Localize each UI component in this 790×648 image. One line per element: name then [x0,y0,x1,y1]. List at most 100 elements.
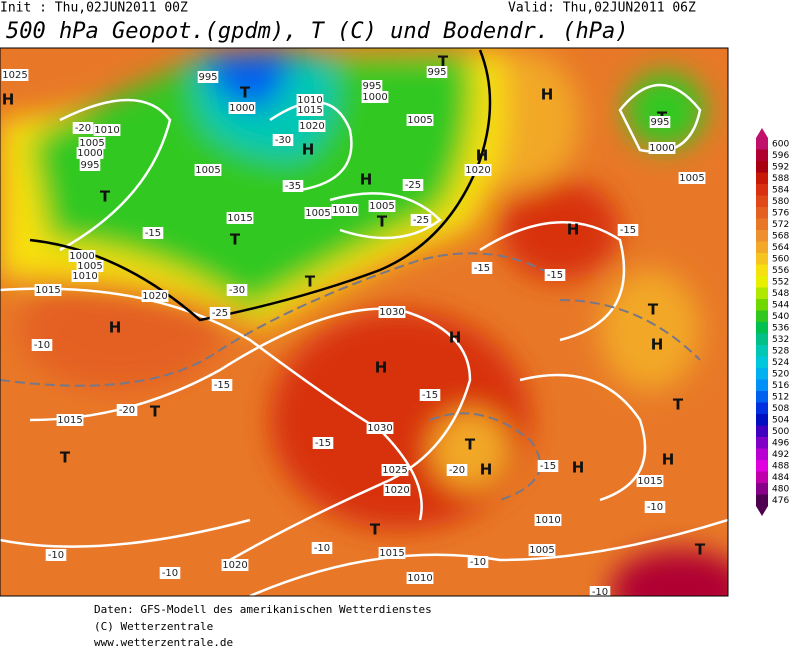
label-box [406,572,434,584]
colorbar-top-arrow [756,128,768,138]
colorbar-label: 476 [772,496,789,506]
label-box [544,269,566,281]
label-box [296,94,324,106]
pressure-center: T [240,84,251,102]
isobars [0,83,728,596]
pressure-center: T [230,231,241,249]
colorbar-swatch [756,379,768,392]
colorbar-swatch [756,448,768,461]
label-box [534,514,562,526]
colorbar-swatch [756,310,768,323]
label-box [209,307,231,319]
label-box [381,464,409,476]
pressure-center: H [572,459,585,477]
label-box [426,66,448,78]
colorbar-label: 544 [772,300,789,310]
label-box [31,339,53,351]
colorbar-label: 576 [772,208,789,218]
colorbar-label: 496 [772,438,789,448]
label-box [406,114,434,126]
label-box [636,475,664,487]
footer-line: (C) Wetterzentrale [94,620,213,633]
colorbar-label: 552 [772,277,789,287]
colorbar-swatch [756,345,768,357]
contour-label: 1000 [362,92,387,103]
contour-label: -35 [285,181,301,192]
pressure-center: H [109,319,122,337]
label-box [93,124,121,136]
contour-label: 1010 [72,271,97,282]
label-box [298,120,326,132]
contour-label: 1020 [142,291,167,302]
colorbar-swatch [756,253,768,265]
contour-label: 1025 [2,70,27,81]
colorbar-label: 596 [772,151,789,161]
colorbar-label: 600 [772,139,789,149]
label-box [378,547,406,559]
label-box [467,556,489,568]
colorbar-label: 500 [772,427,789,437]
contour-label: 1000 [69,251,94,262]
colorbar-swatch [756,356,768,369]
contour-label: 1015 [35,285,60,296]
colorbar-swatch [756,230,768,242]
init-time: Init : Thu,02JUN2011 00Z [0,1,188,16]
pressure-center: H [476,147,489,165]
contour-label: 1000 [77,148,102,159]
pressure-center: T [370,521,381,539]
label-box [228,102,256,114]
map-title: 500 hPa Geopot.(gpdm), T (C) und Bodendr… [6,19,629,44]
pressure-center: T [465,436,476,454]
label-box [361,91,389,103]
colorbar-label: 536 [772,323,789,333]
label-box [410,214,432,226]
label-box [194,164,222,176]
label-box [464,164,492,176]
label-box [226,212,254,224]
pressure-center: T [100,188,111,206]
contour-label: -15 [474,263,490,274]
colorbar-swatch [756,299,768,311]
contour-label: 1010 [407,573,432,584]
label-box [312,437,334,449]
colorbar-swatch [756,483,768,495]
colorbar-swatch [756,460,768,472]
colorbar-swatch [756,368,768,380]
contour-label: 1010 [297,95,322,106]
contour-label: 1005 [305,208,330,219]
contour-label: 995 [650,117,669,128]
label-box [617,224,639,236]
colorbar-label: 520 [772,369,789,379]
label-box [34,284,62,296]
colorbar-label: 492 [772,450,789,460]
colorbar-bottom-arrow [756,506,768,516]
colorbar-swatch [756,322,768,334]
contour-label: -20 [119,405,135,416]
contour-label: -15 [620,225,636,236]
label-box [56,414,84,426]
label-box [304,207,332,219]
contour-label: 1020 [222,560,247,571]
contour-label: -10 [647,502,663,513]
colorbar-swatch [756,402,768,415]
pressure-center: T [150,403,161,421]
footer-line: www.wetterzentrale.de [94,636,233,648]
label-box [378,306,406,318]
contour-label: 1015 [379,548,404,559]
contour-label: -15 [214,380,230,391]
label-box [296,104,324,116]
label-box [282,180,304,192]
contour-label: -15 [547,270,563,281]
label-box [644,501,666,513]
colorbar-label: 540 [772,312,789,322]
pressure-center: H [651,336,664,354]
contour-label: 1000 [229,103,254,114]
colorbar-swatch [756,207,768,219]
pressure-center: H [567,221,580,239]
pressure-center: T [305,273,316,291]
contour-label: 1020 [465,165,490,176]
pressure-center: H [541,86,554,104]
colorbar-swatch [756,241,768,254]
